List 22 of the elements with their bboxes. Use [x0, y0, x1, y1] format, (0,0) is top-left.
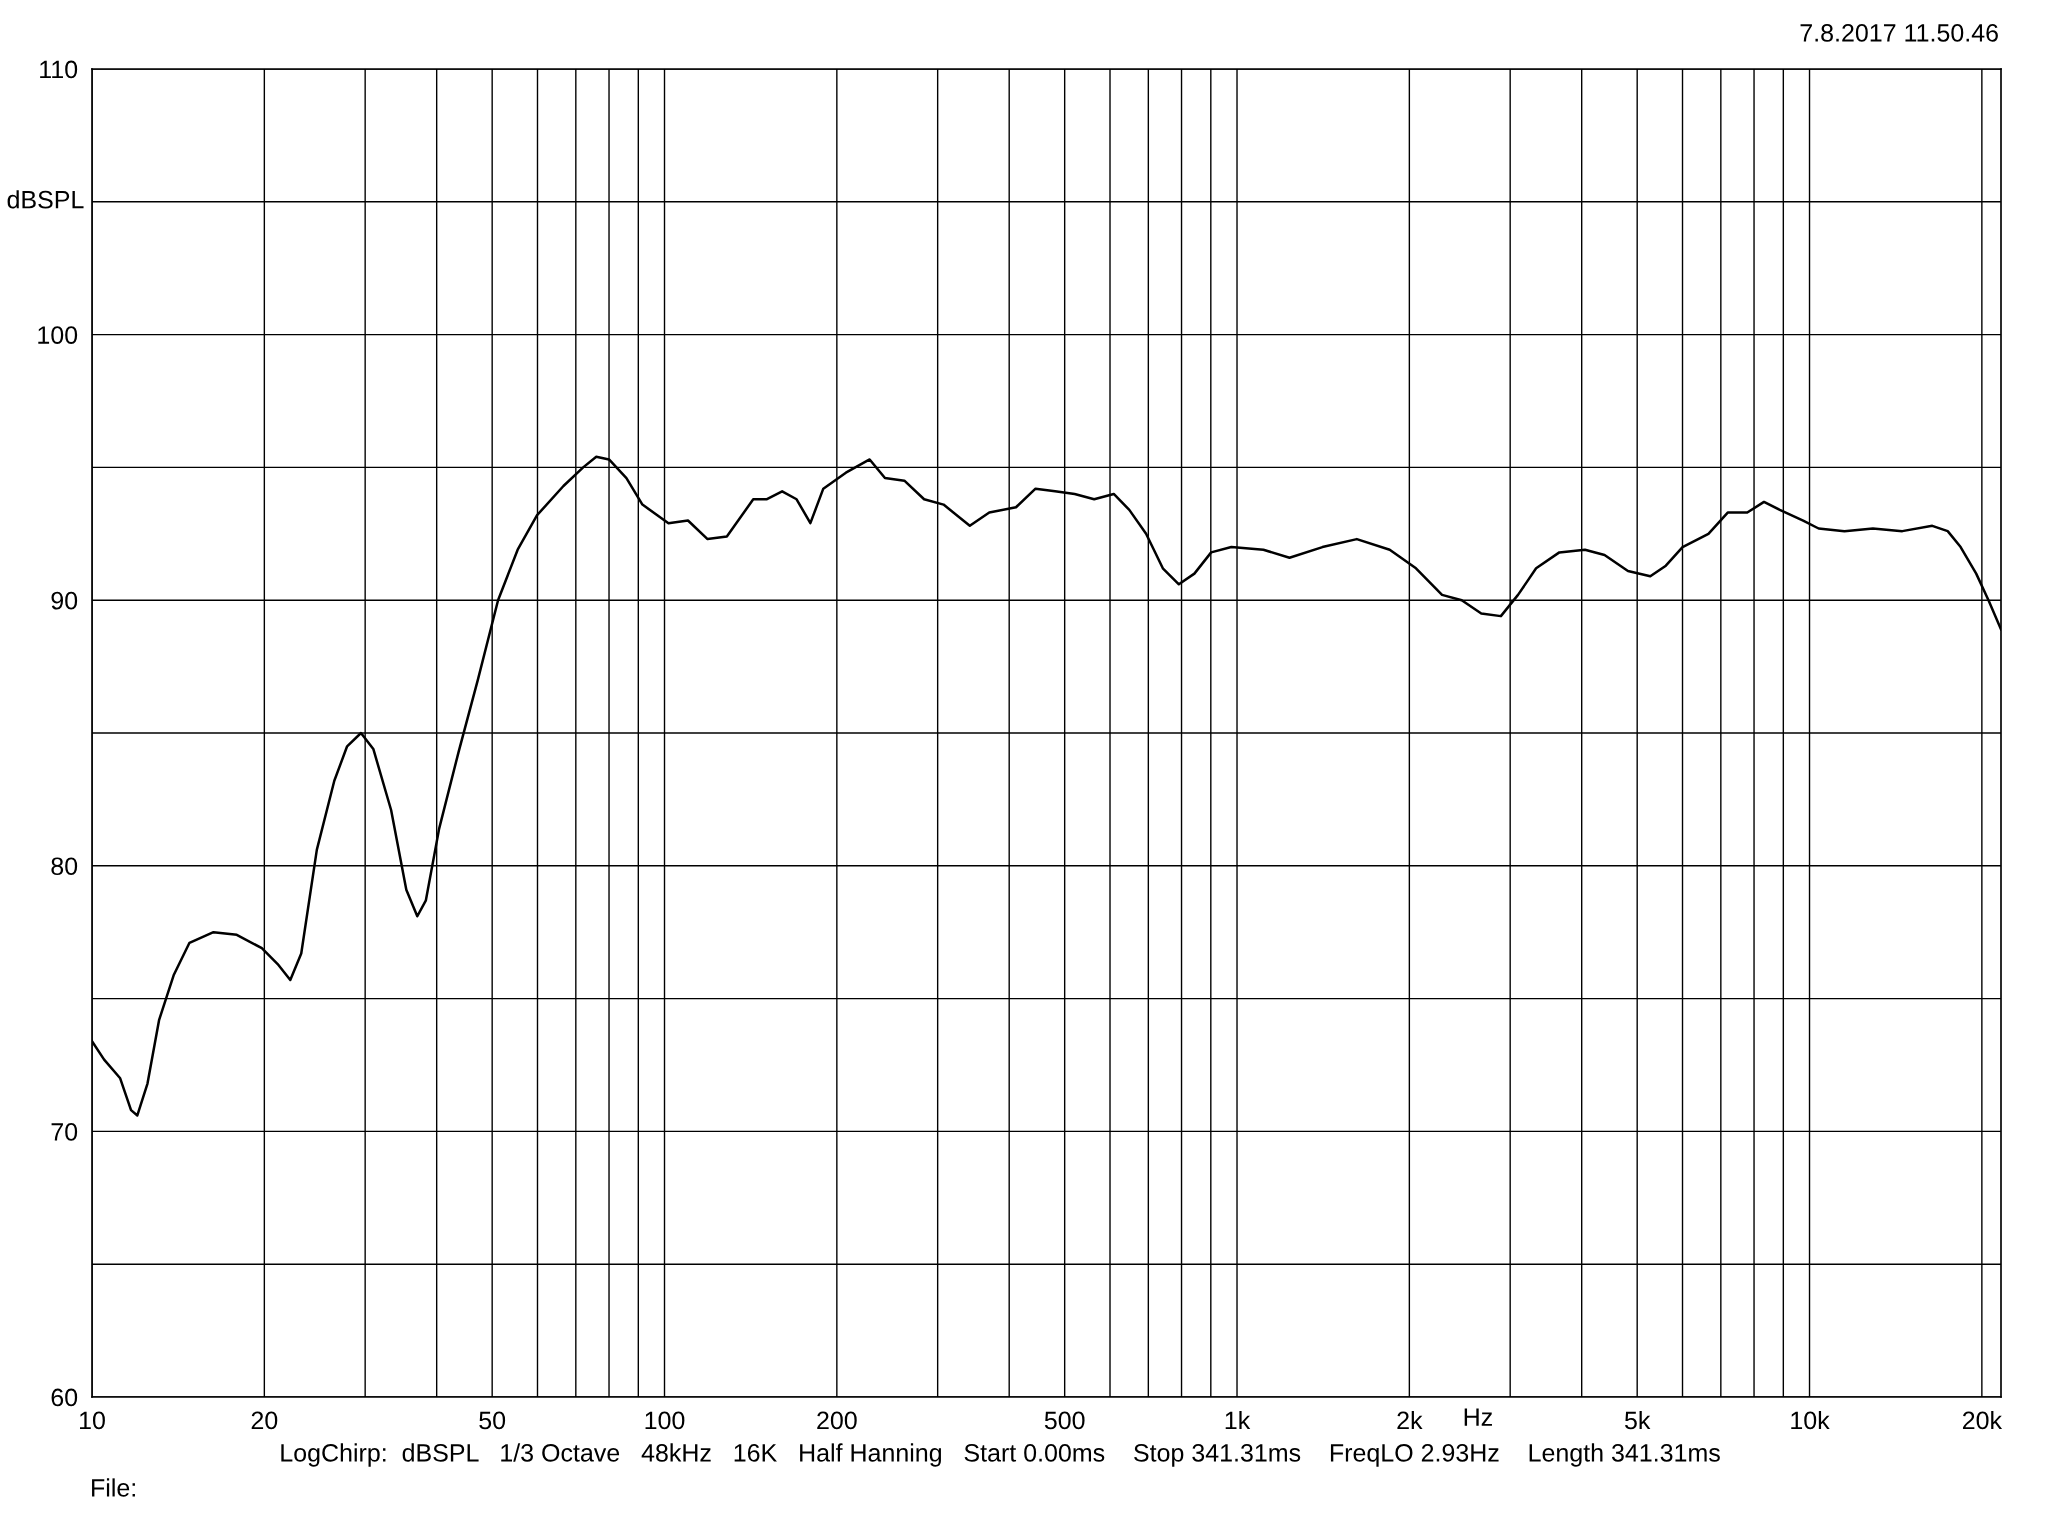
- x-tick-label: 10: [80, 1411, 105, 1430]
- x-tick-label: 2k: [1397, 1410, 1423, 1430]
- x-tick-label: 1k: [1225, 1410, 1251, 1430]
- y-axis-title: dBSPL: [7, 190, 84, 209]
- x-tick-label: 200: [817, 1411, 857, 1430]
- y-tick-label: 60: [51, 1388, 78, 1407]
- x-tick-label: 50: [479, 1411, 506, 1430]
- y-tick-label: 110: [40, 60, 78, 79]
- x-tick-label: 100: [645, 1411, 685, 1430]
- y-tick-label: 90: [51, 591, 78, 610]
- x-axis-title: Hz: [1464, 1408, 1492, 1426]
- text: 7.8.2017 11.50.46: [1800, 24, 1998, 42]
- y-tick-label: 80: [51, 857, 78, 876]
- y-tick-label: 100: [38, 326, 78, 344]
- x-tick-label: 10k: [1791, 1410, 1830, 1430]
- text: LogChirp: dBSPL 1/3 Octave 48kHz 16K Half Hanning Start 0.00ms Stop 341.31ms FreqLO 2.93Hz Length 341.31ms: [281, 1443, 1720, 1467]
- text: File:: [92, 1478, 135, 1497]
- x-tick-label: 5k: [1624, 1410, 1651, 1430]
- y-tick-label: 70: [51, 1123, 78, 1141]
- x-tick-label: 500: [1044, 1411, 1085, 1430]
- x-tick-label: 20k: [1962, 1410, 2003, 1430]
- x-tick-label: 20: [251, 1411, 278, 1430]
